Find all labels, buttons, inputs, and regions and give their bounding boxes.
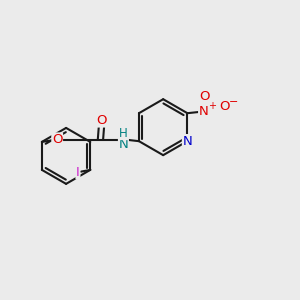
Text: O: O <box>199 90 209 103</box>
Text: −: − <box>228 97 238 107</box>
Text: N: N <box>118 138 128 151</box>
Text: +: + <box>208 101 216 111</box>
Text: I: I <box>76 166 80 179</box>
Text: O: O <box>220 100 230 113</box>
Text: O: O <box>97 114 107 127</box>
Text: N: N <box>182 135 192 148</box>
Text: H: H <box>119 127 128 140</box>
Text: N: N <box>199 105 208 118</box>
Text: O: O <box>52 133 62 146</box>
